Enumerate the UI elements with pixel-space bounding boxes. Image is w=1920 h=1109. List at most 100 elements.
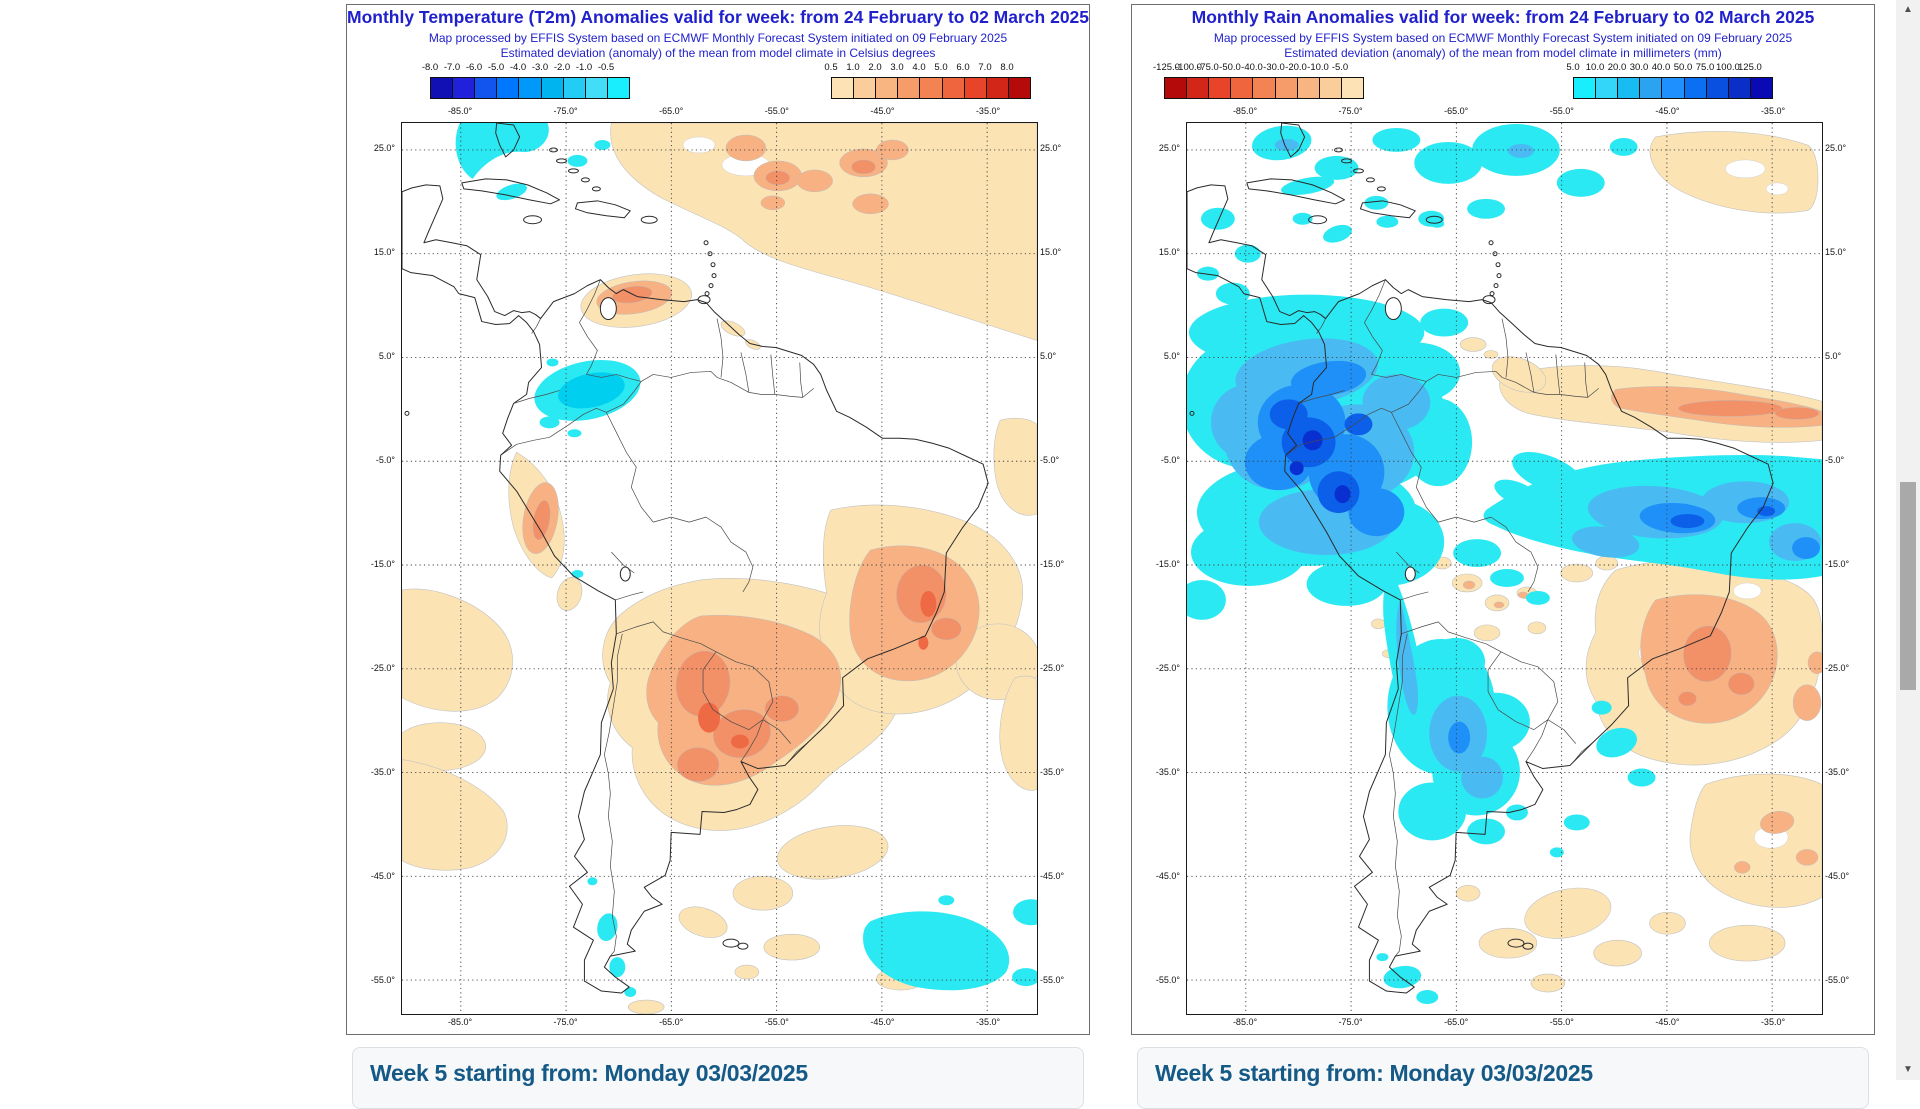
- legend-tick-label: 125.0: [1738, 62, 1762, 73]
- legend-color-cell: [963, 78, 986, 98]
- temperature-map-card: Monthly Temperature (T2m) Anomalies vali…: [346, 4, 1090, 1035]
- longitude-label: -55.0°: [1549, 106, 1574, 116]
- legend-tick-label: 8.0: [1000, 62, 1014, 73]
- scrollbar-thumb[interactable]: [1900, 482, 1916, 690]
- legend-tick-label: 4.0: [912, 62, 926, 73]
- rain-week5-heading: Week 5 starting from: Monday 03/03/2025: [1155, 1060, 1593, 1086]
- legend-tick-label: -2.0: [553, 62, 571, 73]
- temperature-map-subtitle: Map processed by EFFIS System based on E…: [428, 31, 1008, 45]
- latitude-label: -25.0°: [1155, 663, 1180, 673]
- rain-week5-card: Week 5 starting from: Monday 03/03/2025: [1137, 1047, 1869, 1109]
- longitude-label: -65.0°: [1444, 106, 1469, 116]
- legend-color-cell: [562, 78, 585, 98]
- legend-tick-label: 7.0: [978, 62, 992, 73]
- latitude-label: -25.0°: [370, 663, 395, 673]
- longitude-label: -85.0°: [447, 1017, 473, 1027]
- legend-tick-label: 6.0: [956, 62, 970, 73]
- rain-map-title: Monthly Rain Anomalies valid for week: f…: [1191, 7, 1815, 27]
- longitude-labels-top: -85.0° -75.0° -65.0° -55.0° -45.0° -35.0°: [401, 106, 1038, 117]
- latitude-label: -15.0°: [370, 559, 395, 569]
- latitude-label: -5.0°: [1825, 455, 1845, 465]
- legend-color-cell: [1274, 78, 1297, 98]
- latitude-label: -25.0°: [1825, 663, 1850, 673]
- legend-color-cell: [1683, 78, 1706, 98]
- legend-tick-label: 5.0: [934, 62, 948, 73]
- longitude-label: -45.0°: [870, 1017, 895, 1027]
- longitude-label: -65.0°: [659, 1017, 684, 1027]
- latitude-label: -55.0°: [1825, 975, 1850, 985]
- longitude-label: -35.0°: [975, 106, 1001, 116]
- longitude-label: -85.0°: [1232, 106, 1258, 116]
- longitude-label: -45.0°: [870, 106, 895, 116]
- rain-map-card: Monthly Rain Anomalies valid for week: f…: [1131, 4, 1875, 1035]
- longitude-label: -75.0°: [1338, 1017, 1363, 1027]
- legend-tick-label: 2.0: [868, 62, 882, 73]
- legend-color-cell: [875, 78, 898, 98]
- longitude-label: -35.0°: [1760, 106, 1786, 116]
- legend-color-cell: [853, 78, 876, 98]
- legend-tick-label: 5.0: [1566, 62, 1580, 73]
- latitude-labels-left: 25.0° 15.0° 5.0° -5.0° -15.0° -25.0° -35.0° -45…: [1134, 122, 1184, 1015]
- legend-color-cell: [1296, 78, 1319, 98]
- vertical-scrollbar[interactable]: ▲ ▼: [1896, 0, 1920, 1080]
- latitude-label: 25.0°: [373, 143, 395, 153]
- latitude-label: 15.0°: [373, 247, 395, 257]
- temperature-legend: -8.0 -7.0 -6.0 -5.0 -4.0 -3.0 -2.0 -1.0 -0.5 0.5…: [347, 62, 1089, 108]
- legend-color-cell: [496, 78, 519, 98]
- legend-color-cell: [1007, 78, 1030, 98]
- legend-color-cell: [832, 78, 854, 98]
- latitude-label: -55.0°: [1040, 975, 1065, 985]
- legend-tick-label: -1.0: [575, 62, 593, 73]
- legend-color-cell: [1595, 78, 1618, 98]
- latitude-label: 15.0°: [1040, 247, 1062, 257]
- legend-color-cell: [584, 78, 607, 98]
- legend-tick-label: -40.0: [1241, 62, 1263, 73]
- latitude-label: -55.0°: [1155, 975, 1180, 985]
- latitude-label: -35.0°: [1155, 767, 1180, 777]
- longitude-label: -35.0°: [1760, 1017, 1786, 1027]
- longitude-label: -85.0°: [1232, 1017, 1258, 1027]
- legend-tick-label: -100.0: [1175, 62, 1202, 73]
- legend-color-cell: [1749, 78, 1772, 98]
- legend-tick-label: 50.0: [1673, 62, 1693, 73]
- legend-tick-label: 1.0: [846, 62, 860, 73]
- longitude-label: -85.0°: [447, 106, 473, 116]
- legend-color-cell: [1186, 78, 1209, 98]
- legend-color-cell: [1617, 78, 1640, 98]
- latitude-label: 25.0°: [1825, 143, 1847, 153]
- temperature-positive-colorbar: 0.5 1.0 2.0 3.0 4.0 5.0 6.0 7.0 8.0: [824, 62, 1031, 99]
- legend-tick-label: -4.0: [509, 62, 527, 73]
- legend-color-cell: [1230, 78, 1253, 98]
- latitude-label: -25.0°: [1040, 663, 1065, 673]
- legend-tick-label: -3.0: [531, 62, 549, 73]
- scroll-down-icon[interactable]: ▼: [1903, 1064, 1913, 1075]
- latitude-label: -35.0°: [1825, 767, 1850, 777]
- longitude-label: -75.0°: [553, 1017, 578, 1027]
- rain-map-frame: [1186, 122, 1823, 1015]
- legend-color-cell: [474, 78, 497, 98]
- temperature-map-frame: [401, 122, 1038, 1015]
- longitude-label: -55.0°: [1549, 1017, 1574, 1027]
- rain-map-subtitle: Map processed by EFFIS System based on E…: [1213, 31, 1793, 45]
- scroll-up-icon[interactable]: ▲: [1903, 4, 1913, 15]
- latitude-labels-right: 25.0° 15.0° 5.0° -5.0° -15.0° -25.0° -35.0° -45…: [1040, 122, 1089, 1015]
- latitude-labels-right: 25.0° 15.0° 5.0° -5.0° -15.0° -25.0° -35.0° -45…: [1825, 122, 1874, 1015]
- latitude-label: 15.0°: [1825, 247, 1847, 257]
- temperature-anomaly-map: [402, 123, 1037, 1014]
- longitude-label: -45.0°: [1655, 106, 1680, 116]
- legend-tick-label: 10.0: [1585, 62, 1605, 73]
- legend-tick-label: 30.0: [1629, 62, 1649, 73]
- legend-color-cell: [1639, 78, 1662, 98]
- latitude-label: 5.0°: [378, 351, 395, 361]
- legend-color-cell: [606, 78, 629, 98]
- legend-color-cell: [452, 78, 475, 98]
- latitude-label: -45.0°: [1155, 871, 1180, 881]
- legend-color-cell: [1252, 78, 1275, 98]
- rain-units-line: Estimated deviation (anomaly) of the mea…: [1284, 46, 1722, 60]
- legend-color-cell: [431, 78, 453, 98]
- latitude-label: 15.0°: [1158, 247, 1180, 257]
- legend-tick-label: -7.0: [443, 62, 461, 73]
- legend-tick-label: -6.0: [465, 62, 483, 73]
- legend-tick-label: -50.0: [1219, 62, 1241, 73]
- legend-color-cell: [1661, 78, 1684, 98]
